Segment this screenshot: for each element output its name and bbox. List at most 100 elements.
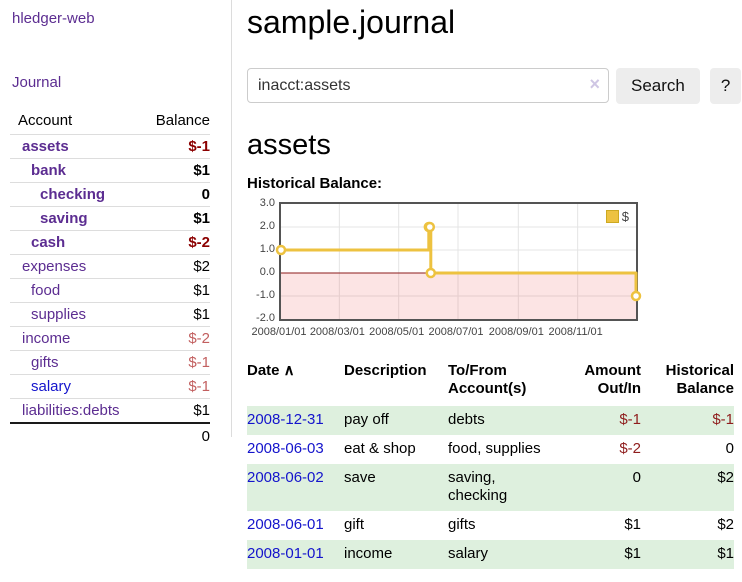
transaction-amount: $-1 [619,411,641,429]
x-tick-label: 2008/03/01 [309,325,365,338]
transaction-accounts: debts [448,411,485,429]
y-tick-label: -2.0 [256,311,275,324]
account-balance: $1 [137,398,210,423]
plot-area: $ [275,201,642,321]
clear-search-icon[interactable]: × [589,74,600,95]
transaction-date-link[interactable]: 2008-01-01 [247,544,324,562]
account-balance: $-1 [137,134,210,159]
transaction-amount: $1 [624,516,641,534]
account-row: food $1 [10,278,210,303]
help-button[interactable]: ? [709,67,742,104]
sidebar-item-journal[interactable]: Journal [12,74,62,91]
transaction-balance: $1 [717,544,734,562]
register-column-header: Description [344,361,427,379]
transaction-description: eat & shop [344,439,416,457]
table-row: 2008-06-03 eat & shop food, supplies $-2 0 [247,435,734,464]
table-row: 2008-01-01 income salary $1 $1 [247,539,734,569]
register-column-header: Amount Out/In [584,361,641,398]
account-balance: $-1 [137,350,210,375]
account-row: salary $-1 [10,374,210,399]
account-link[interactable]: cash [31,234,66,251]
y-tick-label: 3.0 [259,196,275,209]
accounts-total-value: 0 [137,422,210,449]
accounts-total-row: 0 [10,422,210,449]
transaction-accounts: saving, checking [448,468,508,505]
account-link[interactable]: saving [40,210,88,227]
y-tick-label: 2.0 [259,219,275,232]
x-tick-label: 2008/11/01 [548,325,603,338]
transaction-description: save [344,468,376,486]
chart-y-axis-labels: 3.0 2.0 1.0 0.0 -1.0 -2.0 [247,197,275,324]
account-row: assets $-1 [10,134,210,159]
page-title: sample.journal [247,4,456,40]
transaction-balance: $2 [717,516,734,534]
register-column-header: Historical Balance [665,361,734,398]
account-heading: assets [247,128,331,161]
historical-balance-chart: 3.0 2.0 1.0 0.0 -1.0 -2.0 $ 2008/01/01 2008/03… [247,197,742,344]
x-tick-label: 2008/07/01 [428,325,484,338]
transaction-date-link[interactable]: 2008-06-01 [247,516,324,534]
register-column-header: To/From Account(s) [448,361,527,398]
sidebar: hledger-web Journal Account Balance asse… [0,0,232,449]
chart-legend: $ [603,207,631,225]
account-row: bank $1 [10,158,210,183]
transaction-balance: 0 [725,439,734,457]
account-balance: $-2 [137,230,210,255]
account-row: saving $1 [10,206,210,231]
transaction-amount: 0 [632,468,641,486]
y-tick-label: 1.0 [259,242,275,255]
account-link[interactable]: supplies [31,306,87,323]
main-panel: sample.journal × Search ? assets Histori… [232,0,742,582]
account-link[interactable]: checking [40,186,106,203]
legend-swatch [605,209,619,223]
account-balance: $2 [137,254,210,279]
transaction-date-link[interactable]: 2008-12-31 [247,411,324,429]
table-row: 2008-06-01 gift gifts $1 $2 [247,511,734,540]
account-row: cash $-2 [10,230,210,255]
account-link[interactable]: food [31,282,61,299]
x-tick-label: 2008/01/01 [251,325,307,338]
transaction-amount: $1 [624,544,641,562]
search-form: × Search ? [247,67,742,104]
transaction-balance: $-1 [712,411,734,429]
account-balance: 0 [137,182,210,207]
chart-heading: Historical Balance: [247,174,383,192]
search-button[interactable]: Search [616,67,700,104]
account-balance: $-1 [137,374,210,399]
legend-label: $ [621,208,629,224]
y-tick-label: -1.0 [256,288,275,301]
account-balance: $1 [137,206,210,231]
accounts-header-balance: Balance [155,112,210,129]
account-link[interactable]: gifts [31,354,59,371]
account-balance: $1 [137,158,210,183]
transaction-accounts: salary [448,544,489,562]
account-balance: $-2 [137,326,210,351]
account-link[interactable]: income [22,330,71,347]
table-row: 2008-06-02 save saving, checking 0 $2 [247,463,734,512]
y-tick-label: 0.0 [259,265,275,278]
table-row: 2008-12-31 pay off debts $-1 $-1 [247,406,734,435]
accounts-table: Account Balance assets $-1 bank $1 checking 0… [10,108,210,449]
transaction-date-link[interactable]: 2008-06-02 [247,468,324,486]
account-link[interactable]: salary [31,378,72,395]
account-row: gifts $-1 [10,350,210,375]
account-row: income $-2 [10,326,210,351]
account-link[interactable]: bank [31,162,67,179]
sort-asc-icon: ∧ [279,361,295,379]
account-row: supplies $1 [10,302,210,327]
transaction-accounts: food, supplies [448,439,541,457]
account-link[interactable]: liabilities:debts [22,402,120,419]
transaction-date-link[interactable]: 2008-06-03 [247,439,324,457]
x-tick-label: 2008/05/01 [369,325,425,338]
app-title-link[interactable]: hledger-web [12,10,95,27]
account-row: liabilities:debts $1 [10,398,210,423]
accounts-header-account: Account [18,112,73,129]
account-link[interactable]: expenses [22,258,87,275]
register-column-header[interactable]: Date ∧ [247,361,295,379]
transaction-accounts: gifts [448,516,476,534]
search-input[interactable] [247,68,609,104]
account-link[interactable]: assets [22,138,69,155]
register-table: Date ∧ Description To/From Account(s) Amoun… [247,360,734,569]
x-tick-label: 2008/09/01 [488,325,544,338]
account-row: expenses $2 [10,254,210,279]
